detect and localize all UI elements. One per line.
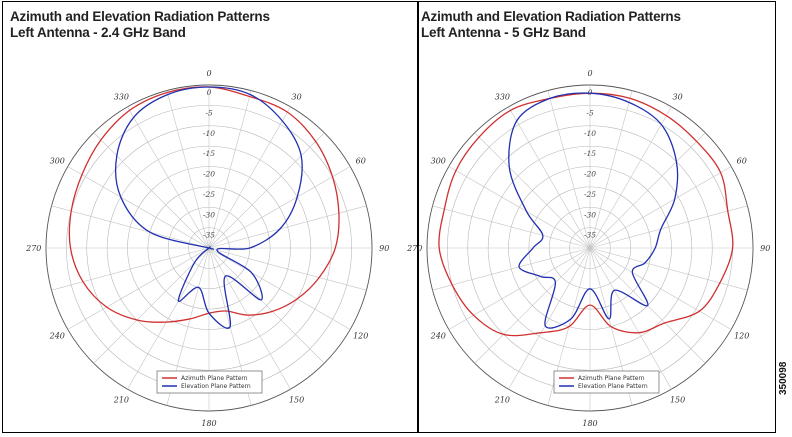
angle-tick-label: 180 — [582, 419, 597, 428]
grid-spoke — [67, 247, 210, 330]
ring-tick-label: -15 — [584, 149, 596, 158]
angle-tick-label: 270 — [406, 244, 422, 253]
angle-tick-label: 330 — [495, 92, 510, 101]
ring-tick-label: -20 — [584, 170, 596, 179]
grid-spoke — [547, 90, 591, 249]
angle-tick-label: 150 — [289, 396, 304, 405]
angle-tick-label: 60 — [737, 156, 747, 165]
panel-title-right: Azimuth and Elevation Radiation Patterns… — [421, 9, 681, 41]
ring-tick-label: 0 — [207, 88, 212, 97]
grid-spoke — [589, 205, 748, 249]
ring-tick-label: -30 — [584, 210, 596, 219]
grid-spoke — [508, 106, 591, 249]
ring-tick-label: 0 — [588, 88, 593, 97]
legend — [553, 370, 660, 394]
angle-tick-label: 0 — [587, 69, 592, 78]
panel-title-left: Azimuth and Elevation Radiation Patterns… — [10, 9, 270, 41]
ring-tick-label: -35 — [584, 231, 596, 240]
grid-spoke — [127, 247, 210, 390]
grid-spoke — [589, 247, 748, 291]
legend-label: Azimuth Plane Pattern — [181, 375, 248, 382]
angle-tick-label: 180 — [201, 419, 216, 428]
angle-tick-label: 330 — [114, 92, 129, 101]
grid-spoke — [474, 132, 591, 249]
grid-spoke — [127, 106, 210, 249]
angle-tick-label: 150 — [670, 396, 685, 405]
panel-divider — [417, 1, 419, 433]
grid-spoke — [208, 205, 367, 249]
ring-tick-label: -30 — [203, 210, 215, 219]
ring-tick-label: -5 — [205, 108, 213, 117]
legend-label: Elevation Plane Pattern — [181, 383, 251, 390]
grid-spoke — [448, 247, 591, 330]
series-line-azimuth — [438, 92, 734, 337]
series-line-elevation — [115, 86, 303, 329]
grid-spoke — [432, 205, 591, 249]
angle-tick-label: 90 — [760, 244, 770, 253]
angle-tick-label: 300 — [431, 156, 446, 165]
angle-tick-label: 240 — [49, 332, 65, 341]
grid-spoke — [208, 247, 367, 291]
grid-spoke — [51, 205, 210, 249]
angle-tick-label: 210 — [113, 396, 129, 405]
ring-tick-label: -25 — [203, 190, 215, 199]
angle-tick-label: 30 — [292, 92, 302, 101]
grid-spoke — [166, 90, 210, 249]
ring-tick-label: -25 — [584, 190, 596, 199]
grid-spoke — [589, 132, 706, 249]
grid-spoke — [93, 132, 210, 249]
angle-tick-label: 120 — [353, 332, 368, 341]
grid-spoke — [208, 247, 325, 364]
chart-title: Azimuth and Elevation Radiation Patterns — [10, 9, 270, 24]
figure-frame — [2, 1, 776, 433]
grid-spoke — [93, 247, 210, 364]
figure-id: 350098 — [778, 361, 789, 395]
ring-tick-label: -15 — [203, 149, 215, 158]
grid-spoke — [51, 247, 210, 291]
ring-tick-label: -10 — [584, 129, 596, 138]
ring-tick-label: -20 — [203, 170, 215, 179]
chart-subtitle: Left Antenna - 2.4 GHz Band — [10, 25, 186, 40]
angle-tick-label: 30 — [673, 92, 683, 101]
grid-spoke — [208, 247, 291, 390]
grid-spoke — [208, 90, 252, 249]
grid-spoke — [432, 247, 591, 291]
angle-tick-label: 300 — [50, 156, 65, 165]
grid-spoke — [589, 166, 732, 249]
grid-spoke — [208, 106, 291, 249]
series-line-elevation — [508, 92, 679, 329]
ring-tick-label: -35 — [203, 231, 215, 240]
grid-spoke — [589, 247, 672, 390]
chart-title: Azimuth and Elevation Radiation Patterns — [421, 9, 681, 24]
grid-spoke — [589, 106, 672, 249]
angle-tick-label: 90 — [379, 244, 389, 253]
angle-tick-label: 270 — [25, 244, 41, 253]
grid-spoke — [474, 247, 591, 364]
angle-tick-label: 0 — [206, 69, 211, 78]
grid-spoke — [589, 90, 633, 249]
ring-tick-label: -5 — [586, 108, 594, 117]
legend-label: Azimuth Plane Pattern — [578, 375, 645, 382]
chart-subtitle: Left Antenna - 5 GHz Band — [421, 25, 586, 40]
angle-tick-label: 120 — [734, 332, 749, 341]
angle-tick-label: 240 — [430, 332, 446, 341]
grid-spoke — [208, 247, 351, 330]
legend — [156, 370, 263, 394]
ring-tick-label: -10 — [203, 129, 215, 138]
grid-spoke — [208, 132, 325, 249]
angle-tick-label: 210 — [494, 396, 510, 405]
legend-label: Elevation Plane Pattern — [578, 383, 648, 390]
grid-spoke — [448, 166, 591, 249]
grid-spoke — [589, 247, 732, 330]
angle-tick-label: 60 — [356, 156, 366, 165]
grid-spoke — [508, 247, 591, 390]
grid-spoke — [208, 166, 351, 249]
grid-spoke — [67, 166, 210, 249]
